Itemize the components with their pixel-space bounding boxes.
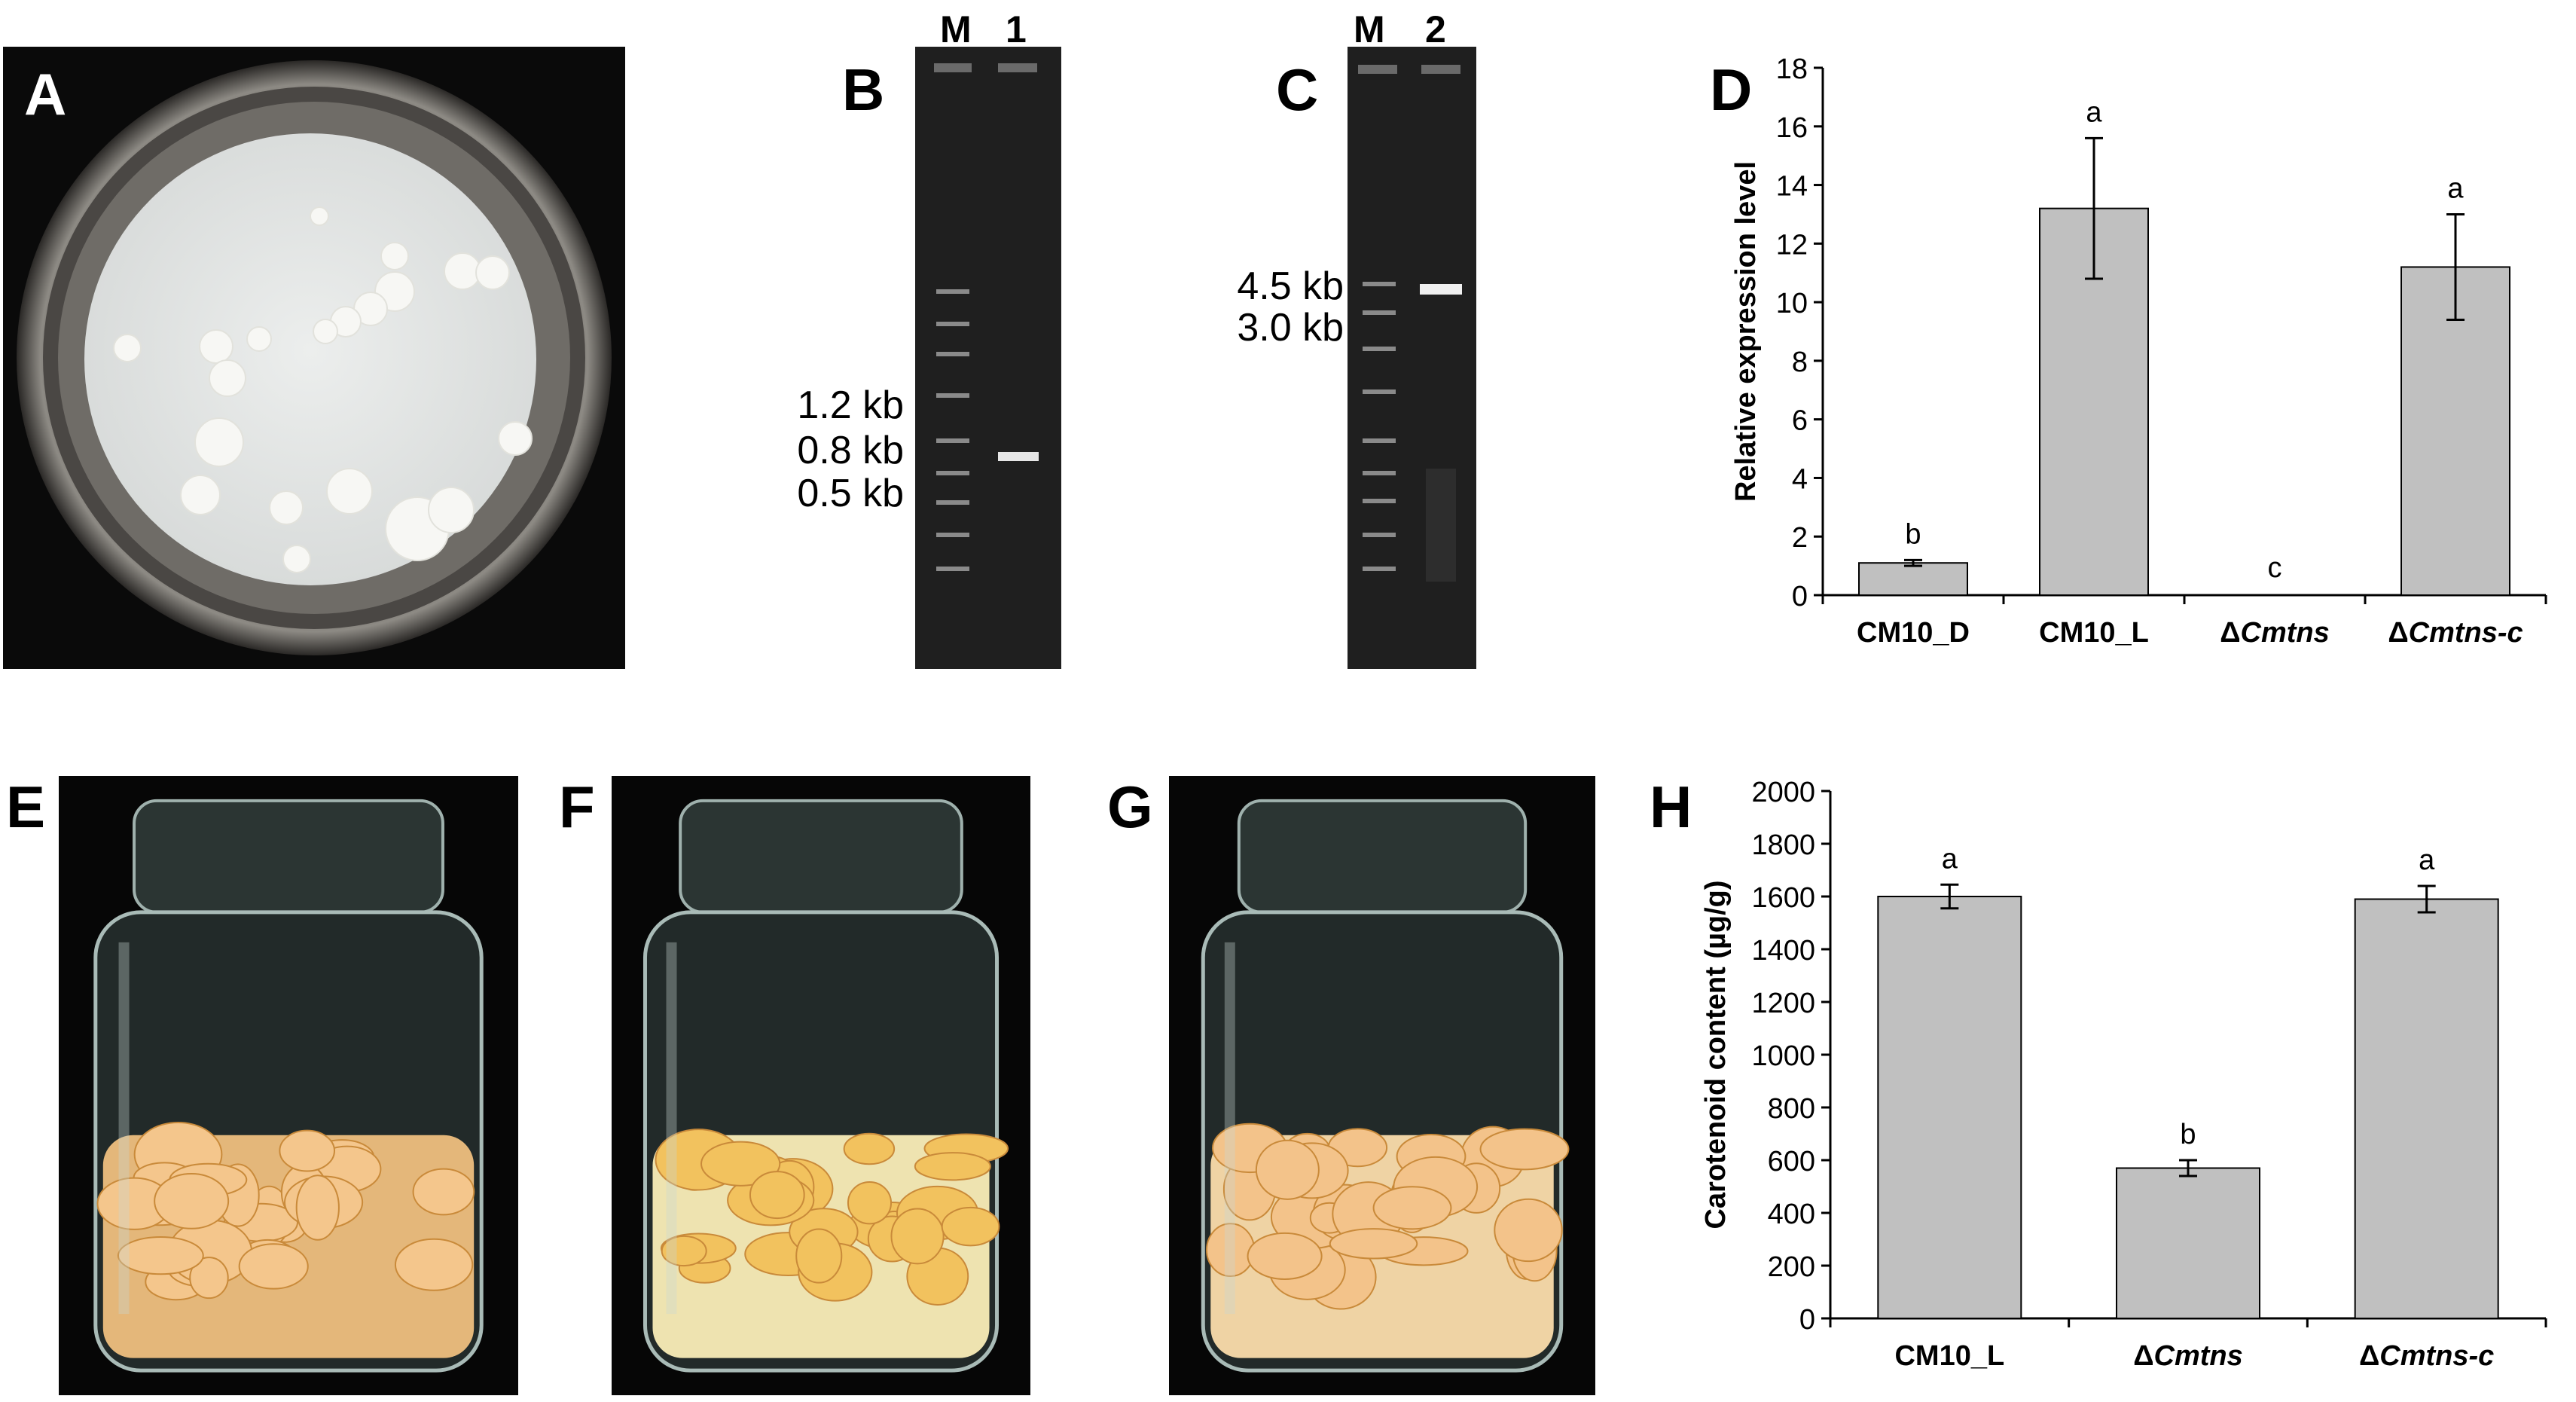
panel-label-e: E	[6, 774, 46, 840]
y-tick-label: 2	[1792, 522, 1808, 554]
y-tick-label: 600	[1768, 1146, 1815, 1177]
y-axis-label: Relative expression level	[1730, 161, 1762, 502]
y-tick-label: 200	[1768, 1251, 1815, 1283]
panel-label-b: B	[842, 57, 885, 123]
y-tick-label: 0	[1792, 581, 1808, 612]
x-tick-label: CM10_L	[2039, 617, 2149, 649]
y-tick-label: 14	[1776, 171, 1808, 203]
bar	[1877, 896, 2022, 1319]
y-tick-label: 400	[1768, 1199, 1815, 1230]
y-axis-label: Carotenoid content (µg/g)	[1700, 880, 1732, 1229]
y-tick-label: 1200	[1751, 988, 1815, 1019]
petri-dish-photo: A	[3, 47, 625, 669]
panel-label-g: G	[1107, 774, 1153, 840]
panel-label-f: F	[559, 774, 595, 840]
gel-b-marker-0-8kb: 0.8 kb	[797, 429, 904, 472]
carotenoid-bar-chart: 0 200 400 600 800 1000 1200 1400 1600 1800 2000 Car…	[1700, 777, 2547, 1372]
panel-label-d: D	[1710, 57, 1753, 123]
gel-b-marker-0-5kb: 0.5 kb	[797, 472, 904, 515]
y-tick-label: 18	[1776, 53, 1808, 85]
bar	[1858, 562, 1968, 597]
jar-image	[1169, 776, 1595, 1395]
y-tick-label: 10	[1776, 288, 1808, 319]
gel-c-lane-m: M	[1354, 8, 1385, 50]
y-tick-label: 6	[1792, 405, 1808, 437]
significance-label: a	[1942, 843, 1958, 875]
y-tick-label: 4	[1792, 463, 1808, 495]
y-tick-label: 8	[1792, 347, 1808, 378]
jar-image	[59, 776, 518, 1395]
gel-b-image	[915, 47, 1061, 669]
y-tick-label: 2000	[1751, 777, 1815, 808]
x-tick-label: ΔCmtns-c	[2388, 617, 2523, 649]
gel-c-image	[1348, 47, 1476, 669]
expression-bar-chart: 0 2 4 6 8 10 12 14 16 18 Relative expression level…	[1730, 53, 2547, 649]
jar-image	[612, 776, 1030, 1395]
bar	[2354, 898, 2499, 1319]
significance-label: c	[2268, 552, 2282, 584]
x-tick-label: CM10_L	[1894, 1340, 2004, 1372]
y-tick-label: 16	[1776, 112, 1808, 144]
x-tick-label: CM10_D	[1857, 617, 1970, 649]
gel-b-lane-m: M	[940, 8, 972, 50]
gel-c-marker-4-5kb: 4.5 kb	[1237, 264, 1344, 308]
gel-b-marker-1-2kb: 1.2 kb	[797, 383, 904, 427]
y-tick-label: 12	[1776, 229, 1808, 261]
y-tick-label: 1800	[1751, 829, 1815, 861]
gel-c-lane-2: 2	[1425, 8, 1446, 50]
x-tick-label: ΔCmtns-c	[2359, 1340, 2494, 1372]
gel-b-lane-1: 1	[1006, 8, 1027, 50]
bar	[2116, 1167, 2260, 1319]
bar	[2401, 266, 2510, 596]
panel-label-h: H	[1650, 774, 1692, 840]
y-tick-label: 0	[1799, 1304, 1815, 1336]
x-tick-label: ΔCmtns	[2220, 617, 2330, 649]
significance-label: a	[2086, 96, 2102, 128]
x-tick-label: ΔCmtns	[2133, 1340, 2243, 1372]
y-tick-label: 1600	[1751, 882, 1815, 914]
significance-label: b	[2180, 1119, 2196, 1150]
significance-label: a	[2447, 173, 2464, 204]
jar-photo-f	[612, 776, 1030, 1395]
jar-photo-g	[1169, 776, 1595, 1395]
gel-c-marker-3-0kb: 3.0 kb	[1237, 306, 1344, 350]
y-tick-label: 1400	[1751, 935, 1815, 967]
significance-label: b	[1905, 518, 1921, 550]
jar-photo-e	[59, 776, 518, 1395]
petri-dish-image	[17, 60, 612, 655]
significance-label: a	[2419, 845, 2435, 876]
y-tick-label: 800	[1768, 1093, 1815, 1125]
panel-label-a: A	[24, 61, 67, 127]
panel-label-c: C	[1276, 57, 1319, 123]
y-tick-label: 1000	[1751, 1040, 1815, 1072]
